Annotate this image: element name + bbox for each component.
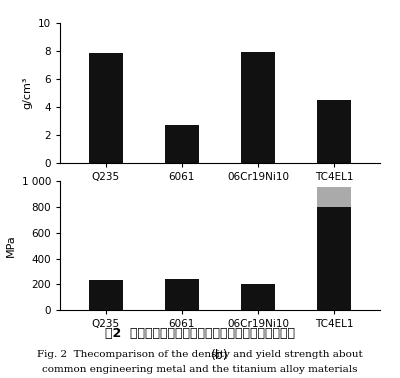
Text: common engineering metal and the titanium alloy materials: common engineering metal and the titaniu… — [42, 365, 358, 374]
Bar — [241, 52, 275, 163]
Text: (b): (b) — [211, 349, 229, 361]
Bar — [317, 187, 352, 207]
Text: (a): (a) — [211, 207, 229, 220]
Text: Fig. 2  Thecomparison of the density and yield strength about: Fig. 2 Thecomparison of the density and … — [37, 350, 363, 359]
Bar — [88, 280, 123, 310]
Bar — [88, 53, 123, 163]
Bar — [165, 125, 199, 163]
Bar — [165, 279, 199, 310]
Y-axis label: g/cm³: g/cm³ — [22, 76, 32, 109]
Bar — [241, 284, 275, 310]
Text: 图2  常用金属工程材料与馒合金密度及屈服极限柱状图: 图2 常用金属工程材料与馒合金密度及屈服极限柱状图 — [105, 327, 295, 340]
Bar — [317, 100, 352, 163]
Bar — [317, 207, 352, 310]
Y-axis label: MPa: MPa — [6, 234, 16, 257]
